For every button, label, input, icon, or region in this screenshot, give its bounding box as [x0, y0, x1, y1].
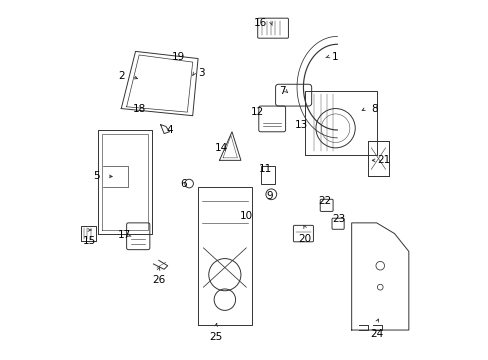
Text: 9: 9 [265, 191, 272, 201]
Text: 5: 5 [93, 171, 100, 181]
Text: 2: 2 [118, 71, 124, 81]
Text: 21: 21 [376, 156, 389, 165]
Text: 15: 15 [83, 236, 96, 246]
Text: 11: 11 [259, 164, 272, 174]
Text: 4: 4 [166, 125, 172, 135]
Text: 23: 23 [332, 214, 345, 224]
Text: 6: 6 [180, 179, 187, 189]
Text: 7: 7 [278, 86, 285, 96]
Text: 10: 10 [239, 211, 252, 221]
Text: 18: 18 [132, 104, 145, 113]
Text: 1: 1 [332, 52, 338, 62]
Text: 24: 24 [369, 329, 383, 339]
Text: 14: 14 [214, 143, 227, 153]
Text: 19: 19 [171, 52, 184, 62]
Text: 8: 8 [371, 104, 377, 113]
Text: 22: 22 [318, 197, 331, 206]
Text: 17: 17 [118, 230, 131, 240]
Text: 13: 13 [294, 120, 307, 130]
Text: 3: 3 [198, 68, 204, 78]
Text: 12: 12 [250, 107, 263, 117]
Text: 20: 20 [298, 234, 311, 244]
Text: 25: 25 [209, 332, 222, 342]
Text: 16: 16 [253, 18, 266, 28]
Text: 26: 26 [152, 275, 165, 285]
